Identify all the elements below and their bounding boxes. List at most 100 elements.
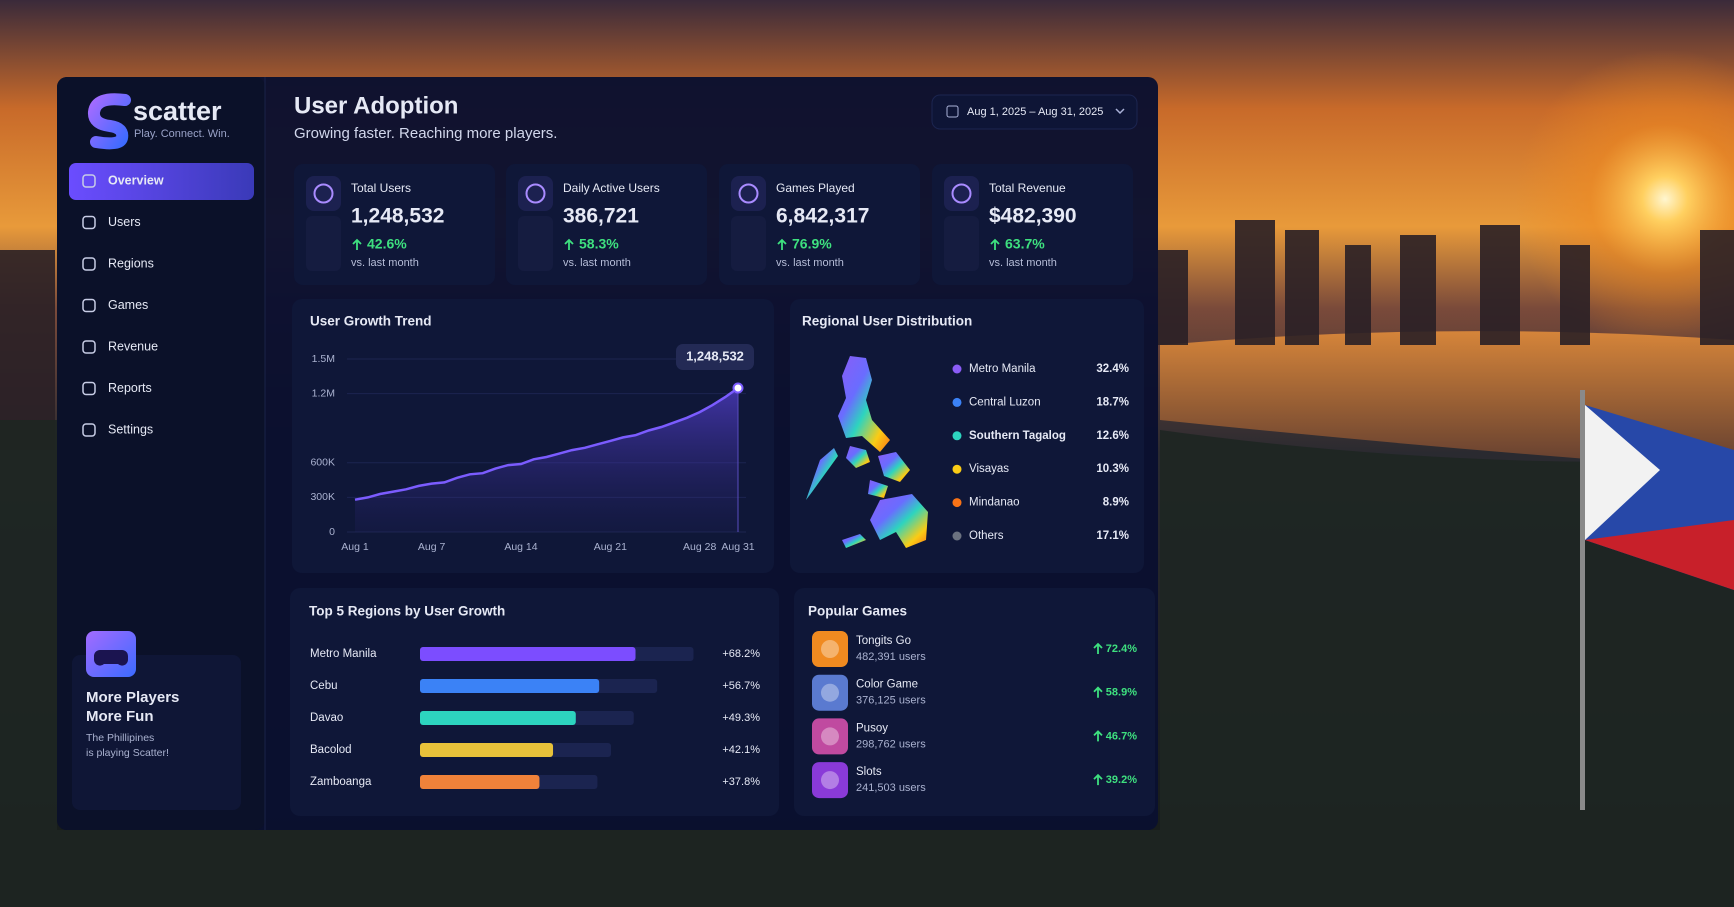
game-name[interactable]: Tongits Go [856, 635, 911, 647]
game-icon[interactable] [812, 631, 848, 667]
game-name[interactable]: Color Game [856, 679, 918, 691]
nav-icon [82, 257, 96, 271]
legend-dot [952, 531, 962, 541]
kpi-card [932, 164, 1133, 285]
kpi-card [294, 164, 495, 285]
philippines-map [806, 356, 928, 548]
chart-title: Top 5 Regions by User Growth [309, 604, 505, 619]
promo-title: More Players [86, 689, 179, 706]
end-point[interactable] [732, 382, 744, 394]
logo [87, 93, 131, 150]
nav-item[interactable]: Regions [108, 256, 154, 270]
kpi-icon-shadow [306, 216, 341, 271]
kpi-note: vs. last month [989, 257, 1057, 269]
region-label: Davao [310, 712, 343, 724]
game-icon-glyph [821, 683, 839, 702]
nav-item[interactable]: Revenue [108, 339, 158, 353]
annotation-bubble [676, 344, 754, 371]
game-name[interactable]: Pusoy [856, 722, 888, 734]
kpi-icon-shadow [518, 216, 553, 271]
game-users: 482,391 users [856, 651, 926, 663]
bar [420, 679, 600, 693]
annotation: 1,248,532 [686, 348, 744, 363]
game-icon-glyph [821, 640, 839, 658]
y-tick-label: 300K [310, 491, 335, 503]
game-growth: 72.4% [1106, 643, 1137, 655]
y-tick-label: 1.2M [312, 387, 335, 399]
game-icon-glyph [821, 727, 839, 746]
kpi-value: 6,842,317 [776, 205, 869, 228]
kpi-icon [951, 183, 972, 204]
region-name: Central Luzon [969, 396, 1041, 408]
x-tick-label: Aug 7 [418, 541, 446, 553]
regional-card [790, 299, 1144, 573]
game-icon[interactable] [812, 718, 848, 755]
game-users: 298,762 users [856, 738, 926, 750]
nav-icon [82, 423, 96, 437]
game-icon-glyph [821, 771, 839, 790]
nav-item[interactable]: Games [108, 298, 148, 312]
region-label: Cebu [310, 680, 338, 692]
flag [1580, 390, 1734, 810]
kpi-note: vs. last month [351, 257, 419, 269]
legend-dot [952, 397, 962, 407]
date-picker[interactable] [931, 94, 1138, 130]
x-tick-label: Aug 14 [504, 541, 537, 553]
nav-icon [82, 215, 96, 230]
y-tick-label: 1.5M [312, 353, 335, 365]
region-share: 18.7% [1096, 396, 1129, 408]
kpi-icon-box [731, 176, 766, 211]
calendar-icon [946, 105, 959, 118]
promo-gamepad [94, 650, 128, 666]
region-name: Others [969, 530, 1004, 542]
bar [420, 647, 636, 661]
game-icon[interactable] [812, 762, 848, 799]
top-regions-card [290, 588, 779, 816]
game-icon[interactable] [812, 674, 848, 711]
region-share: 10.3% [1096, 463, 1129, 475]
kpi-value: $482,390 [989, 205, 1077, 228]
date-range[interactable]: Aug 1, 2025 – Aug 31, 2025 [967, 106, 1103, 118]
nav-item[interactable]: Overview [108, 173, 164, 187]
kpi-change: 42.6% [367, 236, 407, 252]
city-ground [0, 420, 1734, 907]
skyline [0, 220, 1734, 450]
game-name[interactable]: Slots [856, 766, 882, 778]
up-arrow [777, 238, 787, 250]
kpi-note: vs. last month [563, 257, 631, 269]
line [354, 386, 739, 501]
y-tick-label: 0 [329, 526, 335, 538]
promo-title: More Fun [86, 708, 154, 725]
up-arrow [1093, 686, 1103, 698]
bar-value-label: +49.3% [722, 712, 760, 724]
kpi-change: 58.3% [579, 236, 619, 252]
kpi-icon [525, 183, 546, 204]
region-share: 32.4% [1096, 363, 1129, 375]
kpi-value: 386,721 [563, 205, 639, 228]
x-tick-label: Aug 21 [594, 541, 627, 553]
kpi-label: Games Played [776, 181, 855, 195]
chart-title: Regional User Distribution [802, 314, 972, 329]
nav-active-bg[interactable] [69, 163, 254, 200]
nav-icon [82, 340, 96, 354]
x-tick-label: Aug 31 [721, 541, 754, 553]
kpi-card [719, 164, 920, 285]
kpi-icon-box [944, 176, 979, 211]
up-arrow [1093, 730, 1103, 742]
nav-item[interactable]: Settings [108, 422, 153, 436]
game-growth: 58.9% [1106, 687, 1137, 699]
up-arrow [564, 238, 574, 250]
kpi-icon-shadow [944, 216, 979, 271]
up-arrow [352, 238, 362, 250]
nav-icon [82, 381, 96, 396]
nav-icon [82, 174, 96, 188]
x-tick-label: Aug 28 [683, 541, 716, 553]
up-arrow [1093, 773, 1103, 786]
region-name: Southern Tagalog [969, 430, 1066, 442]
promo-text: is playing Scatter! [86, 747, 169, 759]
nav-item[interactable]: Reports [108, 381, 152, 395]
kpi-label: Total Revenue [989, 181, 1066, 195]
nav-item[interactable]: Users [108, 215, 141, 229]
bar [420, 775, 540, 789]
